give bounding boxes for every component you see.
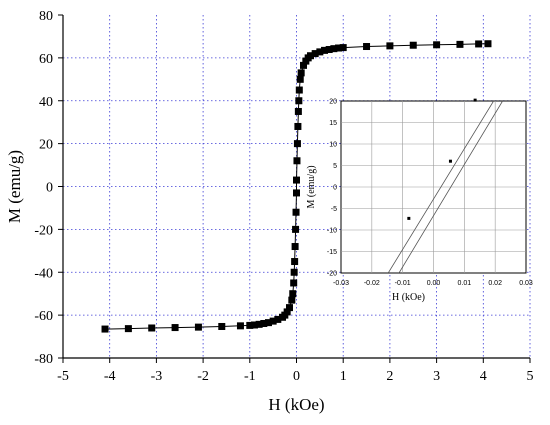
main-data-point bbox=[264, 319, 272, 327]
main-x-tick-label: 5 bbox=[527, 369, 534, 384]
main-data-point bbox=[194, 323, 202, 331]
main-data-point bbox=[311, 50, 319, 58]
main-data-point bbox=[297, 69, 305, 77]
inset-x-axis-label: H (kOe) bbox=[392, 292, 425, 303]
main-y-tick-label: 40 bbox=[39, 95, 53, 110]
inset-y-tick-label: 15 bbox=[329, 120, 337, 127]
inset-data-point bbox=[473, 98, 477, 102]
main-x-axis-label: H (kOe) bbox=[268, 395, 324, 414]
main-data-point bbox=[236, 322, 244, 330]
main-y-tick-label: 80 bbox=[39, 9, 53, 24]
main-data-point bbox=[321, 46, 329, 54]
main-data-point bbox=[218, 322, 226, 330]
main-data-point bbox=[409, 41, 417, 49]
main-data-point bbox=[475, 40, 483, 48]
main-data-point bbox=[269, 317, 277, 325]
main-x-tick-label: -5 bbox=[57, 369, 69, 384]
main-data-point bbox=[339, 44, 347, 52]
inset-y-tick-label: 10 bbox=[329, 142, 337, 149]
main-data-point bbox=[386, 42, 394, 50]
main-y-axis-label: M (emu/g) bbox=[5, 150, 24, 223]
inset-data-point bbox=[407, 216, 411, 220]
main-y-tick-label: -80 bbox=[34, 352, 53, 367]
main-data-point bbox=[296, 75, 304, 83]
inset-x-tick-label: 0.02 bbox=[488, 280, 502, 287]
main-y-tick-label: 0 bbox=[46, 181, 53, 196]
main-data-point bbox=[246, 321, 254, 329]
main-data-point bbox=[290, 279, 298, 287]
main-x-tick-label: 4 bbox=[480, 369, 487, 384]
main-data-point bbox=[255, 320, 263, 328]
main-data-point bbox=[456, 40, 464, 48]
main-data-point bbox=[292, 208, 300, 216]
main-x-tick-label: -3 bbox=[151, 369, 163, 384]
main-data-point bbox=[171, 324, 179, 332]
main-x-tick-label: 2 bbox=[386, 369, 393, 384]
inset-y-tick-label: 5 bbox=[333, 163, 337, 170]
main-data-point bbox=[307, 52, 315, 60]
main-x-tick-label: 3 bbox=[433, 369, 440, 384]
main-data-point bbox=[292, 225, 300, 233]
inset-y-tick-label: -15 bbox=[327, 249, 337, 256]
main-y-tick-label: -20 bbox=[34, 223, 53, 238]
main-y-tick-label: -40 bbox=[34, 266, 53, 281]
main-data-point bbox=[274, 315, 282, 323]
main-data-point bbox=[316, 48, 324, 56]
main-data-point bbox=[433, 41, 441, 49]
main-y-tick-label: -60 bbox=[34, 309, 53, 324]
main-x-tick-label: 0 bbox=[293, 369, 300, 384]
main-data-point bbox=[289, 290, 297, 298]
main-data-point bbox=[101, 325, 109, 333]
inset-x-tick-label: 0.03 bbox=[519, 280, 533, 287]
inset-x-tick-label: -0.01 bbox=[395, 280, 411, 287]
main-data-point bbox=[291, 243, 299, 251]
main-data-point bbox=[293, 176, 300, 184]
inset-y-tick-label: -20 bbox=[327, 271, 337, 278]
inset-y-tick-label: -5 bbox=[331, 206, 337, 213]
main-data-point bbox=[330, 45, 338, 53]
inset-x-tick-label: -0.02 bbox=[364, 280, 380, 287]
main-data-point bbox=[293, 140, 301, 148]
main-x-tick-label: -2 bbox=[197, 369, 209, 384]
main-data-point bbox=[148, 324, 156, 332]
main-data-point bbox=[484, 40, 492, 48]
main-data-point bbox=[288, 296, 296, 304]
main-x-tick-label: -4 bbox=[104, 369, 116, 384]
main-data-point bbox=[250, 321, 258, 329]
main-data-point bbox=[295, 86, 303, 94]
main-data-point bbox=[285, 304, 293, 312]
main-data-point bbox=[335, 44, 343, 52]
inset-data-point bbox=[448, 159, 452, 163]
inset-x-tick-label: 0.00 bbox=[427, 280, 441, 287]
main-data-point bbox=[325, 46, 333, 54]
inset-y-tick-label: -10 bbox=[327, 228, 337, 235]
inset-x-tick-label: -0.03 bbox=[333, 280, 349, 287]
main-data-point bbox=[291, 258, 299, 266]
main-x-tick-label: 1 bbox=[340, 369, 347, 384]
main-data-point bbox=[294, 107, 302, 115]
inset-series-line bbox=[398, 101, 503, 273]
main-data-point bbox=[300, 61, 308, 69]
main-data-point bbox=[294, 122, 302, 130]
inset-y-axis-label: M (emu/g) bbox=[306, 165, 317, 208]
main-y-tick-label: 20 bbox=[39, 138, 53, 153]
main-data-point bbox=[293, 189, 300, 197]
main-x-tick-label: -1 bbox=[244, 369, 256, 384]
inset-y-tick-label: 0 bbox=[333, 185, 337, 192]
main-data-point bbox=[283, 308, 291, 316]
main-data-point bbox=[124, 325, 132, 333]
main-data-point bbox=[260, 319, 268, 327]
main-data-point bbox=[293, 157, 301, 165]
inset-chart: -0.03 -0.02 -0.01 0.00 0.01 0.02 0.03 20 15 10 5 0 -… bbox=[306, 99, 533, 304]
inset-x-tick-label: 0.01 bbox=[458, 280, 472, 287]
main-data-point bbox=[363, 43, 371, 51]
main-y-tick-label: 60 bbox=[39, 52, 53, 67]
inset-series-line bbox=[387, 101, 494, 273]
inset-y-tick-label: 20 bbox=[329, 99, 337, 106]
main-data-point bbox=[295, 97, 303, 105]
main-data-point bbox=[290, 268, 298, 276]
